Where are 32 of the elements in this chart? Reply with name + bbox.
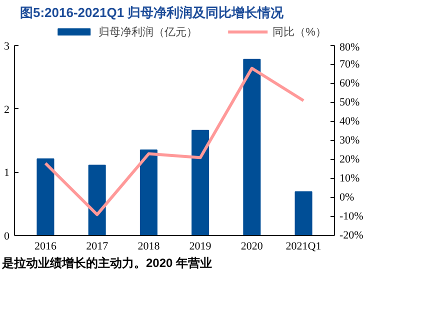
y-tick-label: 2 — [4, 103, 10, 116]
y2-tick-label: 10% — [340, 172, 360, 184]
y2-tick-label: 50% — [340, 96, 360, 108]
bar — [192, 129, 210, 236]
y2-tick-label: 70% — [340, 58, 360, 70]
x-tick-label: 2021Q1 — [286, 240, 322, 252]
y2-tick-label: 0% — [340, 191, 354, 204]
y2-tick-label: 30% — [340, 134, 360, 146]
bar — [36, 158, 54, 236]
y2-tick-label: 60% — [340, 77, 360, 90]
bar — [140, 149, 158, 236]
y2-tick-label: -10% — [340, 210, 364, 222]
line-series — [44, 66, 306, 216]
bar — [294, 190, 312, 236]
y2-tick-label: -20% — [340, 229, 364, 242]
x-tick-label: 2016 — [34, 240, 57, 252]
x-tick-label: 2018 — [138, 240, 160, 252]
x-tick-label: 2020 — [240, 240, 264, 252]
y2-tick-label: 40% — [340, 115, 360, 128]
legend-label: 同比（%） — [272, 25, 326, 40]
chart-title: 图5:2016-2021Q1 归母净利润及同比增长情况 — [20, 4, 284, 22]
y2-tick-label: 80% — [340, 41, 360, 54]
y2-tick-label: 20% — [340, 153, 360, 166]
x-tick-label: 2017 — [86, 240, 109, 252]
legend-label: 归母净利润（亿元） — [98, 25, 198, 40]
y-tick-label: 3 — [4, 40, 10, 52]
x-tick-label: 2019 — [189, 240, 212, 252]
y-tick-label: 0 — [4, 230, 10, 242]
text: 是拉动业绩增长的主动力。2020 年营业 — [2, 254, 212, 272]
bar — [88, 164, 106, 236]
bar — [243, 58, 261, 236]
y-tick-label: 1 — [4, 166, 10, 179]
